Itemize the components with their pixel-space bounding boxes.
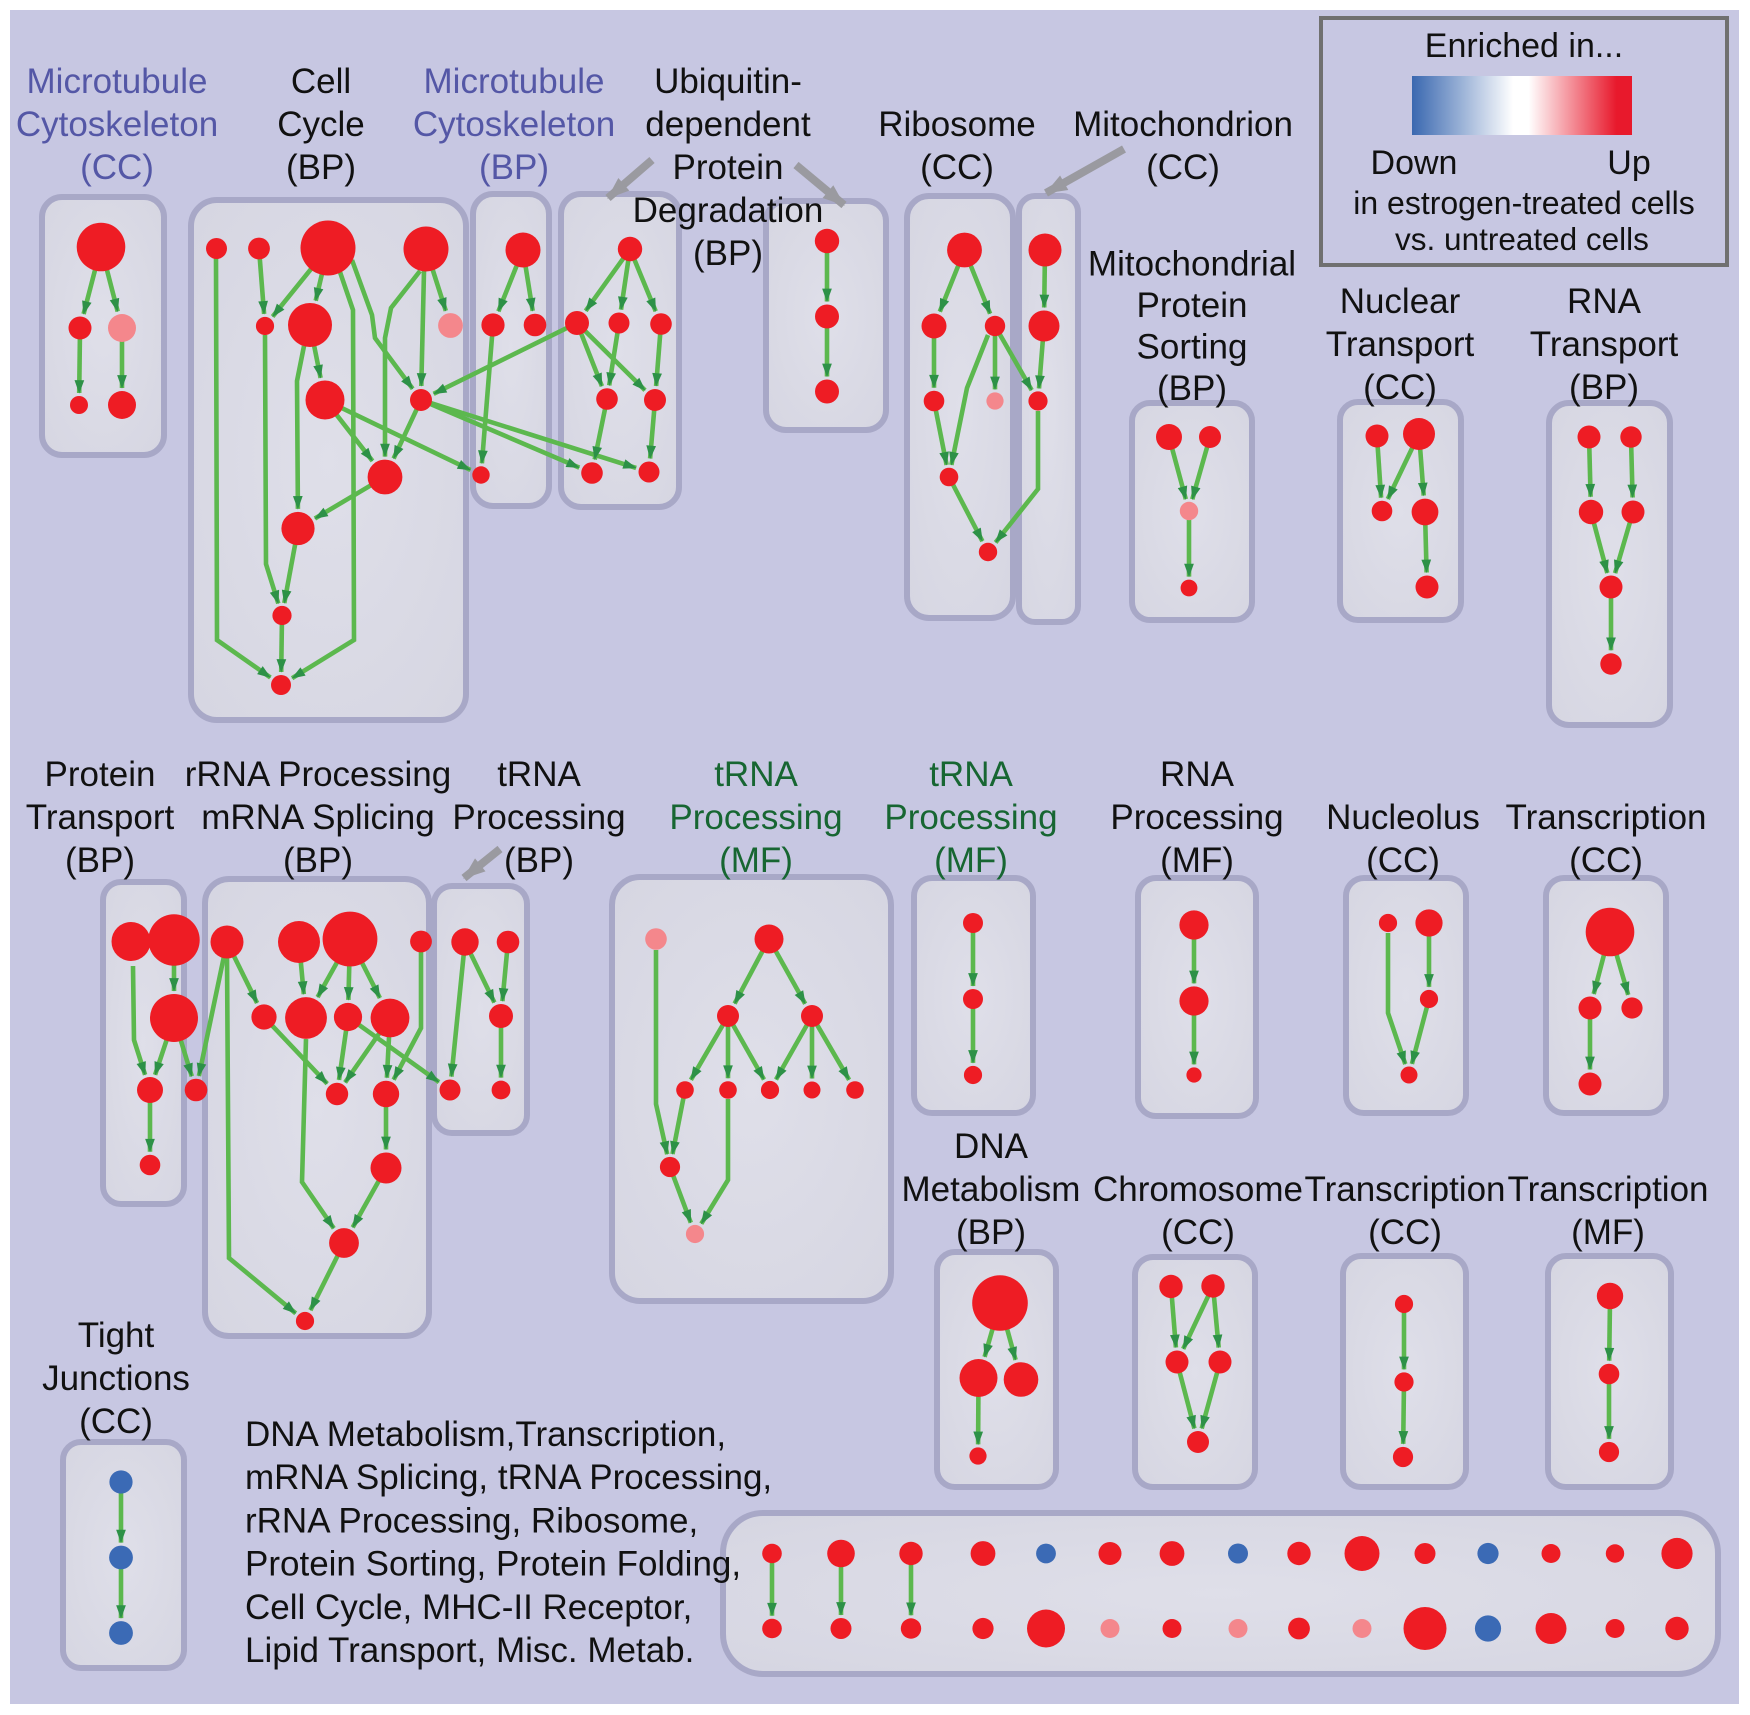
- svg-text:(BP): (BP): [1569, 368, 1639, 407]
- svg-text:(MF): (MF): [1571, 1213, 1645, 1252]
- svg-text:Cycle: Cycle: [277, 105, 365, 144]
- svg-text:dependent: dependent: [645, 105, 811, 144]
- svg-text:Tight: Tight: [78, 1316, 155, 1355]
- svg-text:Processing: Processing: [452, 798, 625, 837]
- svg-text:Metabolism: Metabolism: [902, 1170, 1081, 1209]
- svg-text:(BP): (BP): [956, 1213, 1026, 1252]
- svg-text:(BP): (BP): [1157, 369, 1227, 408]
- svg-text:Transport: Transport: [1530, 325, 1679, 364]
- svg-text:vs. untreated cells: vs. untreated cells: [1395, 221, 1649, 257]
- svg-text:(CC): (CC): [1569, 841, 1643, 880]
- svg-text:(BP): (BP): [286, 148, 356, 187]
- svg-text:Transcription: Transcription: [1506, 798, 1707, 837]
- svg-text:Processing: Processing: [1110, 798, 1283, 837]
- svg-text:(CC): (CC): [920, 148, 994, 187]
- svg-text:Chromosome: Chromosome: [1093, 1170, 1303, 1209]
- svg-text:Junctions: Junctions: [42, 1359, 190, 1398]
- svg-text:Transcription: Transcription: [1508, 1170, 1709, 1209]
- svg-text:(CC): (CC): [80, 148, 154, 187]
- svg-text:tRNA: tRNA: [497, 755, 581, 794]
- svg-text:Microtubule: Microtubule: [424, 62, 605, 101]
- svg-text:DNA Metabolism,Transcription,: DNA Metabolism,Transcription,: [245, 1415, 726, 1454]
- svg-text:tRNA: tRNA: [929, 755, 1013, 794]
- svg-text:(MF): (MF): [934, 841, 1008, 880]
- svg-text:Protein: Protein: [1137, 286, 1248, 325]
- svg-text:Mitochondrial: Mitochondrial: [1088, 245, 1296, 284]
- svg-text:(MF): (MF): [719, 841, 793, 880]
- svg-text:RNA: RNA: [1567, 282, 1642, 321]
- svg-text:Nucleolus: Nucleolus: [1326, 798, 1480, 837]
- svg-text:Ribosome: Ribosome: [878, 105, 1036, 144]
- svg-text:Down: Down: [1371, 144, 1458, 182]
- svg-text:(BP): (BP): [479, 148, 549, 187]
- svg-text:Transport: Transport: [26, 798, 175, 837]
- svg-text:Nuclear: Nuclear: [1340, 282, 1461, 321]
- svg-text:Processing: Processing: [669, 798, 842, 837]
- svg-text:Up: Up: [1607, 144, 1650, 182]
- svg-text:rRNA Processing: rRNA Processing: [185, 755, 451, 794]
- svg-text:Processing: Processing: [884, 798, 1057, 837]
- svg-text:(BP): (BP): [504, 841, 574, 880]
- svg-text:Protein: Protein: [45, 755, 156, 794]
- svg-text:Transcription: Transcription: [1305, 1170, 1506, 1209]
- svg-text:tRNA: tRNA: [714, 755, 798, 794]
- svg-text:(CC): (CC): [79, 1402, 153, 1441]
- svg-text:Enriched in...: Enriched in...: [1425, 27, 1623, 65]
- svg-text:(BP): (BP): [693, 234, 763, 273]
- svg-text:Protein Sorting, Protein Foldi: Protein Sorting, Protein Folding,: [245, 1545, 741, 1584]
- svg-text:(MF): (MF): [1160, 841, 1234, 880]
- svg-text:(CC): (CC): [1161, 1213, 1235, 1252]
- svg-text:Degradation: Degradation: [633, 191, 824, 230]
- svg-text:(CC): (CC): [1366, 841, 1440, 880]
- svg-text:Sorting: Sorting: [1137, 328, 1248, 367]
- svg-text:Cell Cycle, MHC-II Receptor,: Cell Cycle, MHC-II Receptor,: [245, 1588, 692, 1627]
- svg-text:in estrogen-treated cells: in estrogen-treated cells: [1353, 185, 1695, 221]
- svg-text:mRNA Splicing: mRNA Splicing: [201, 798, 434, 837]
- svg-text:rRNA Processing, Ribosome,: rRNA Processing, Ribosome,: [245, 1501, 698, 1540]
- svg-text:Transport: Transport: [1326, 325, 1475, 364]
- svg-text:Lipid Transport, Misc. Metab.: Lipid Transport, Misc. Metab.: [245, 1631, 694, 1670]
- svg-text:mRNA Splicing, tRNA Processing: mRNA Splicing, tRNA Processing,: [245, 1458, 772, 1497]
- svg-text:Mitochondrion: Mitochondrion: [1073, 105, 1293, 144]
- svg-text:Cytoskeleton: Cytoskeleton: [413, 105, 615, 144]
- svg-text:(CC): (CC): [1363, 368, 1437, 407]
- svg-text:Protein: Protein: [673, 148, 784, 187]
- svg-text:(BP): (BP): [283, 841, 353, 880]
- svg-text:(CC): (CC): [1146, 148, 1220, 187]
- svg-text:(CC): (CC): [1368, 1213, 1442, 1252]
- svg-text:Microtubule: Microtubule: [27, 62, 208, 101]
- svg-text:RNA: RNA: [1160, 755, 1235, 794]
- svg-text:Cell: Cell: [291, 62, 351, 101]
- svg-text:(BP): (BP): [65, 841, 135, 880]
- svg-text:DNA: DNA: [954, 1127, 1029, 1166]
- svg-text:Cytoskeleton: Cytoskeleton: [16, 105, 218, 144]
- svg-text:Ubiquitin-: Ubiquitin-: [654, 62, 802, 101]
